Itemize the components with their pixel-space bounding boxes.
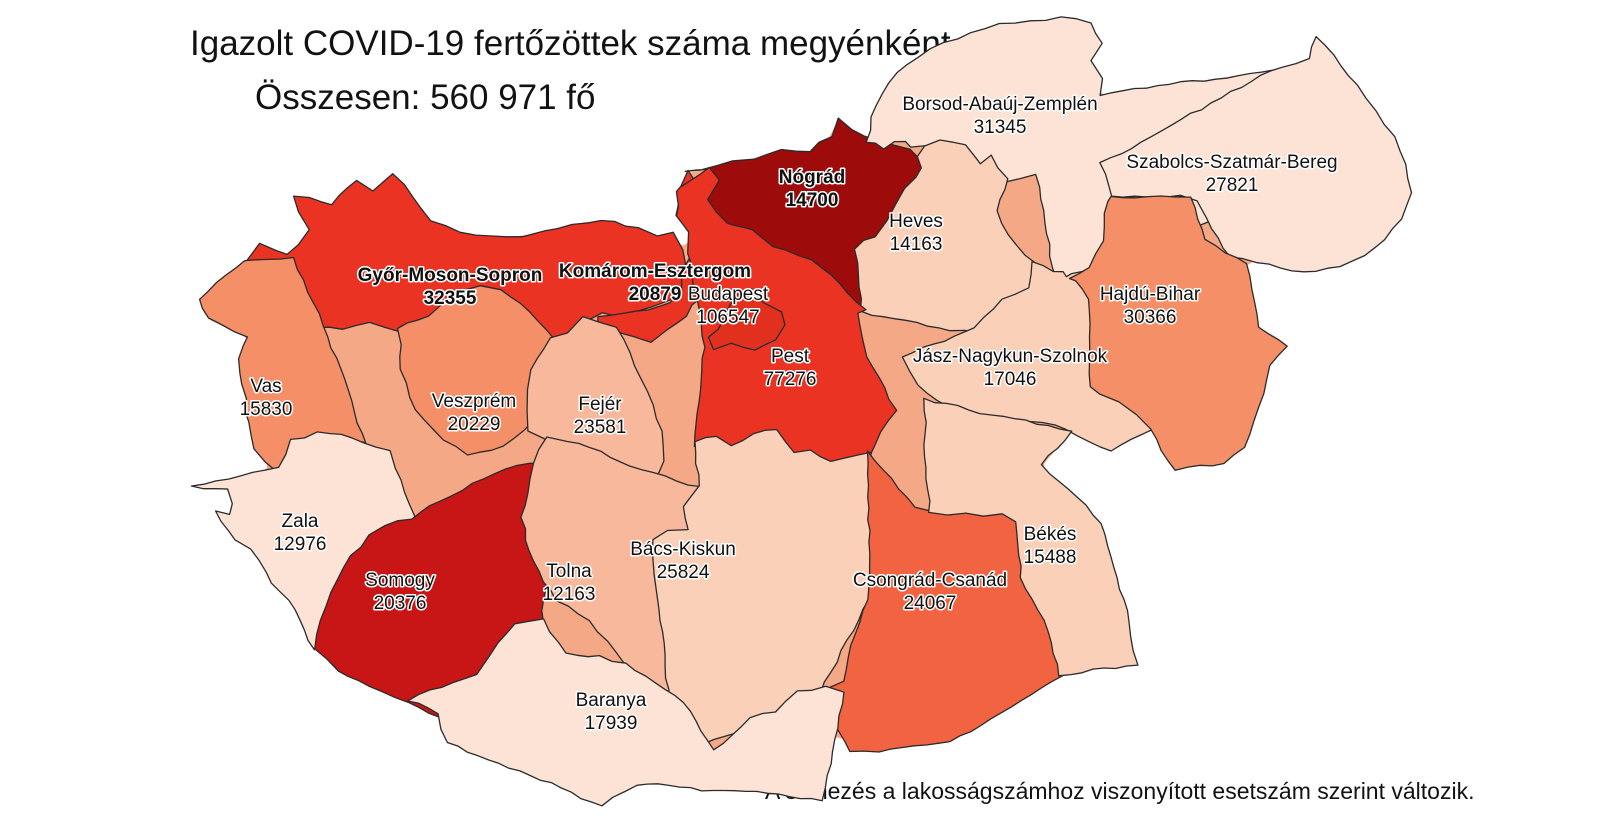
svg-text:Komárom-Esztergom: Komárom-Esztergom: [559, 261, 751, 282]
svg-text:Pest: Pest: [771, 346, 810, 367]
svg-text:17046: 17046: [984, 369, 1037, 390]
svg-text:Vas: Vas: [250, 376, 281, 397]
svg-text:Bács-Kiskun: Bács-Kiskun: [630, 539, 736, 560]
svg-text:31345: 31345: [974, 117, 1027, 138]
svg-text:Nógrád: Nógrád: [779, 167, 846, 188]
svg-text:Somogy: Somogy: [365, 570, 435, 591]
svg-text:12976: 12976: [274, 534, 327, 555]
svg-text:Győr-Moson-Sopron: Győr-Moson-Sopron: [358, 265, 543, 286]
svg-text:15488: 15488: [1024, 547, 1077, 568]
svg-text:20879: 20879: [629, 284, 682, 305]
svg-text:106547: 106547: [696, 307, 759, 328]
svg-text:Heves: Heves: [889, 211, 943, 232]
svg-text:30366: 30366: [1124, 307, 1177, 328]
svg-text:Zala: Zala: [282, 511, 319, 532]
svg-text:Csongrád-Csanád: Csongrád-Csanád: [853, 570, 1007, 591]
svg-text:20229: 20229: [448, 414, 501, 435]
svg-text:Baranya: Baranya: [576, 690, 647, 711]
svg-text:Békés: Békés: [1024, 524, 1077, 545]
svg-text:Tolna: Tolna: [546, 561, 592, 582]
svg-text:24067: 24067: [904, 593, 957, 614]
svg-text:Budapest: Budapest: [688, 284, 769, 305]
svg-text:Jász-Nagykun-Szolnok: Jász-Nagykun-Szolnok: [913, 346, 1108, 367]
svg-text:Veszprém: Veszprém: [432, 391, 516, 412]
svg-text:25824: 25824: [657, 562, 710, 583]
svg-text:15830: 15830: [240, 399, 293, 420]
svg-text:12163: 12163: [543, 584, 596, 605]
svg-text:27821: 27821: [1206, 175, 1259, 196]
svg-text:23581: 23581: [574, 417, 627, 438]
svg-text:32355: 32355: [424, 288, 477, 309]
svg-text:Borsod-Abaúj-Zemplén: Borsod-Abaúj-Zemplén: [902, 94, 1097, 115]
svg-text:Fejér: Fejér: [578, 394, 622, 415]
svg-text:20376: 20376: [374, 593, 427, 614]
svg-text:Hajdú-Bihar: Hajdú-Bihar: [1100, 284, 1201, 305]
svg-text:Szabolcs-Szatmár-Bereg: Szabolcs-Szatmár-Bereg: [1126, 152, 1337, 173]
svg-text:14163: 14163: [890, 234, 943, 255]
svg-text:17939: 17939: [585, 713, 638, 734]
svg-text:77276: 77276: [764, 369, 817, 390]
svg-text:14700: 14700: [786, 190, 839, 211]
